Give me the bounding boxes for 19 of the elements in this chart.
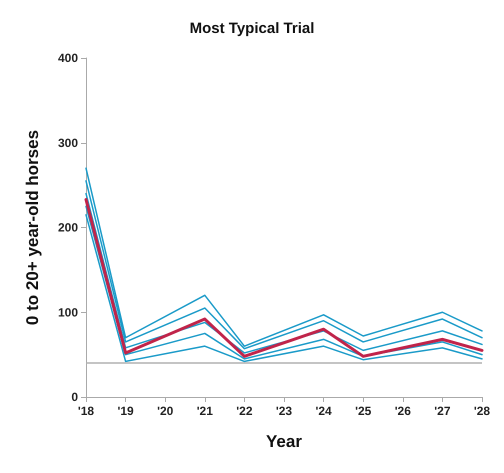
x-tick-label: '18 [78,404,94,418]
x-tick-label: '19 [118,404,134,418]
x-axis-title: Year [266,432,302,451]
x-tick-label: '26 [394,404,412,418]
x-tick-label: '23 [276,404,292,418]
y-tick-label: 0 [71,390,78,404]
x-tick-label: '20 [157,404,174,418]
x-tick-label: '25 [355,404,372,418]
y-tick-label: 200 [58,220,78,234]
x-tick-label: '24 [316,404,332,418]
x-tick-label: '22 [236,404,253,418]
y-tick-label: 400 [58,51,78,65]
x-tick-label: '27 [434,404,451,418]
chart-title: Most Typical Trial [190,20,314,37]
y-axis-title: 0 to 20+ year-old horses [23,130,42,326]
x-tick-label: '28 [474,404,490,418]
x-tick-label: '21 [196,404,214,418]
y-tick-label: 100 [58,305,78,320]
y-tick-label: 300 [58,136,78,150]
